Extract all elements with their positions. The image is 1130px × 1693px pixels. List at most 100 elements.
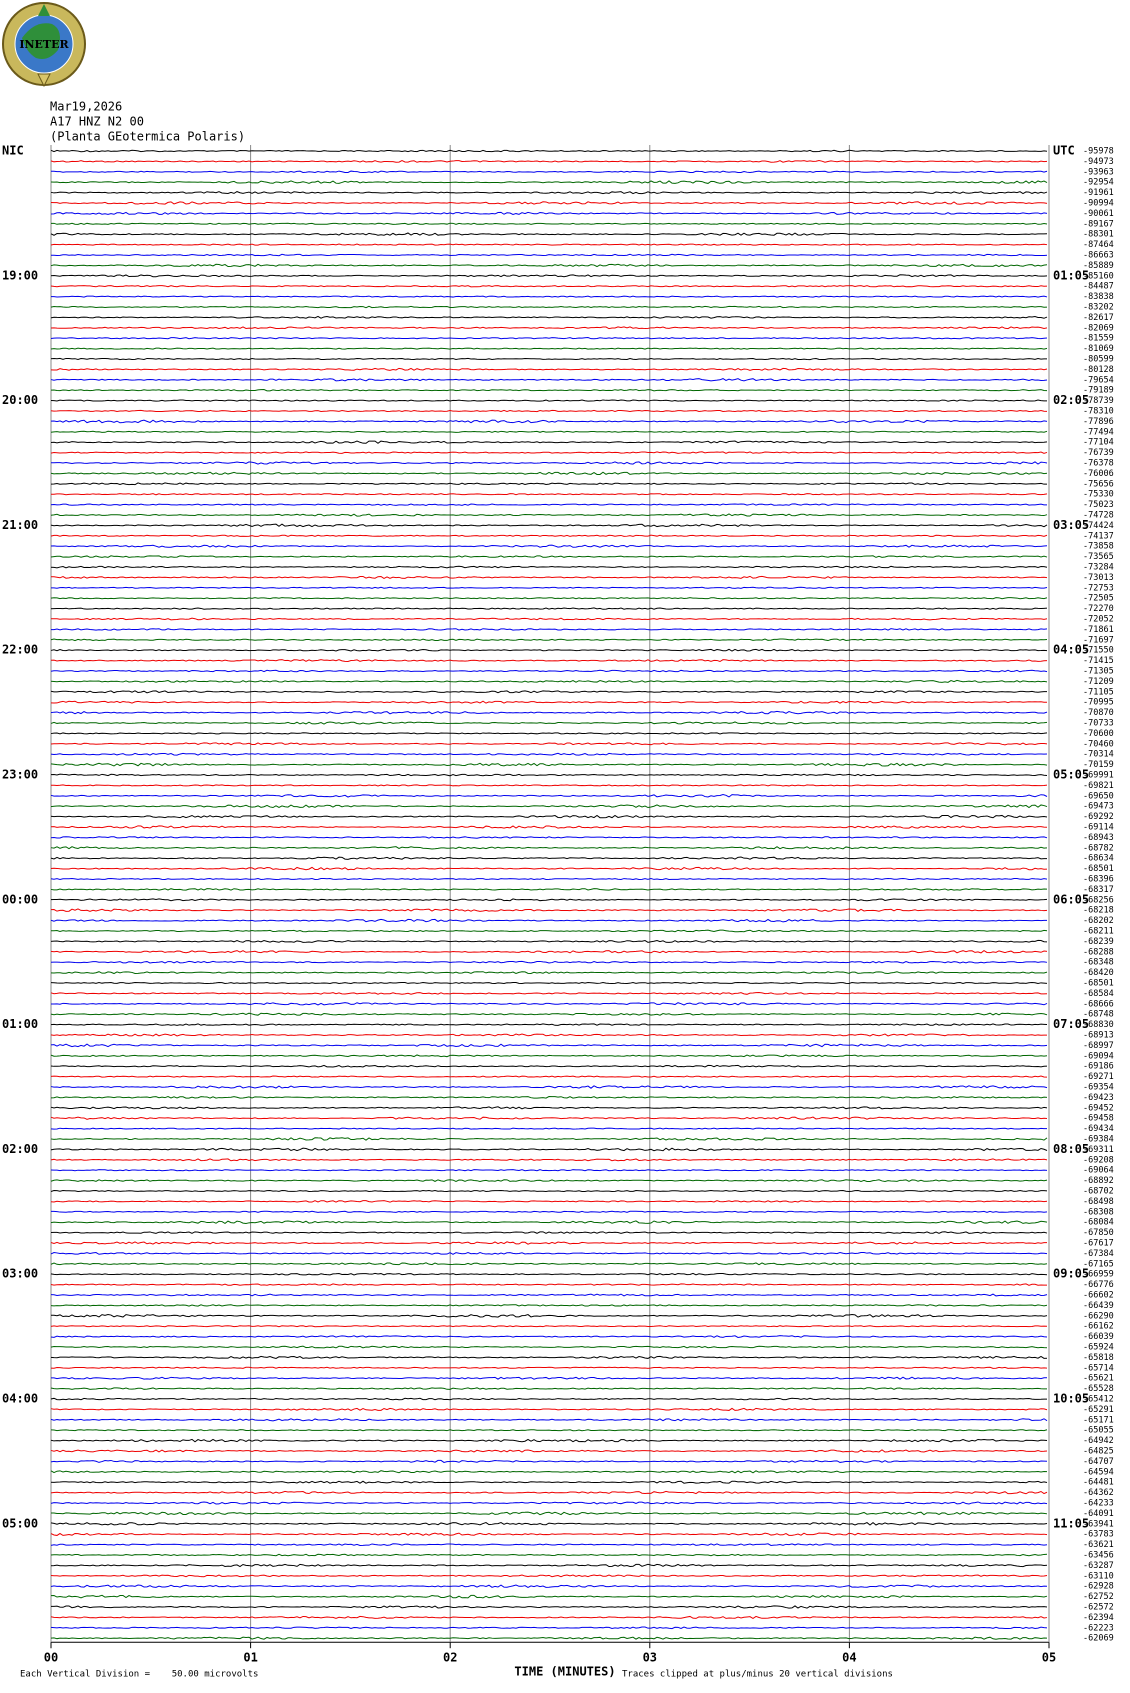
offset-label: -69064 — [1083, 1166, 1114, 1176]
offset-label: -71697 — [1083, 635, 1114, 645]
offset-label: -69991 — [1083, 771, 1114, 781]
offset-label: -68256 — [1083, 895, 1114, 905]
trace — [50, 180, 1048, 184]
offset-label: -68498 — [1083, 1197, 1114, 1207]
trace — [50, 1563, 1048, 1568]
x-tick-label: 00 — [44, 1651, 58, 1665]
trace — [50, 1521, 1048, 1526]
trace — [50, 710, 1048, 715]
trace — [50, 378, 1048, 382]
trace — [50, 1189, 1048, 1193]
local-time-label: 20:00 — [2, 393, 38, 407]
trace — [50, 607, 1048, 610]
trace — [50, 232, 1048, 236]
offset-label: -66776 — [1083, 1280, 1114, 1290]
offset-label: -77104 — [1083, 438, 1114, 448]
logo: INETER — [2, 2, 86, 88]
offset-label: -67617 — [1083, 1239, 1114, 1249]
offset-label: -66162 — [1083, 1322, 1114, 1332]
offset-label: -67165 — [1083, 1259, 1114, 1269]
trace — [50, 981, 1048, 985]
local-time-label: 02:00 — [2, 1142, 38, 1156]
offset-label: -69458 — [1083, 1114, 1114, 1124]
offset-label: -73858 — [1083, 542, 1114, 552]
offset-label: -72753 — [1083, 583, 1114, 593]
offset-label: -83202 — [1083, 303, 1114, 313]
offset-label: -90994 — [1083, 199, 1114, 209]
trace — [50, 1179, 1048, 1183]
offset-label: -88301 — [1083, 230, 1114, 240]
offset-label: -67384 — [1083, 1249, 1114, 1259]
trace — [50, 451, 1048, 454]
trace — [50, 1376, 1048, 1380]
trace — [50, 814, 1048, 819]
offset-label: -74424 — [1083, 521, 1114, 531]
trace — [50, 555, 1048, 558]
trace — [50, 1449, 1048, 1453]
trace — [50, 669, 1048, 673]
offset-label: -62928 — [1083, 1582, 1114, 1592]
trace — [50, 430, 1048, 433]
offset-label: -71105 — [1083, 687, 1114, 697]
trace — [50, 971, 1048, 975]
local-time-label: 00:00 — [2, 892, 38, 906]
offset-label: -70995 — [1083, 698, 1114, 708]
offset-label: -66959 — [1083, 1270, 1114, 1280]
offset-label: -69423 — [1083, 1093, 1114, 1103]
trace — [50, 784, 1048, 787]
offset-label: -68913 — [1083, 1031, 1114, 1041]
offset-label: -64825 — [1083, 1447, 1114, 1457]
trace — [50, 243, 1048, 246]
offset-label: -68892 — [1083, 1176, 1114, 1186]
offset-label: -87464 — [1083, 240, 1114, 250]
offset-label: -94973 — [1083, 157, 1114, 167]
trace — [50, 1438, 1048, 1443]
offset-label: -79654 — [1083, 375, 1114, 385]
trace — [50, 1594, 1048, 1599]
trace — [50, 1033, 1048, 1037]
utc-time-label: 02:05 — [1053, 393, 1089, 407]
trace — [50, 690, 1047, 694]
date: Mar19,2026 — [50, 100, 122, 114]
utc-time-label: 01:05 — [1053, 268, 1089, 282]
offset-label: -68997 — [1083, 1041, 1114, 1051]
offset-label: -68702 — [1083, 1187, 1114, 1197]
trace — [50, 1325, 1048, 1328]
offset-label: -89167 — [1083, 219, 1114, 229]
trace — [50, 1147, 1048, 1152]
trace — [50, 1387, 1047, 1390]
trace — [50, 1584, 1048, 1588]
trace — [50, 513, 1048, 517]
offset-label: -63456 — [1083, 1551, 1114, 1561]
offset-label: -70870 — [1083, 708, 1114, 718]
offset-label: -72270 — [1083, 604, 1114, 614]
offset-label: -75023 — [1083, 500, 1114, 510]
trace — [50, 762, 1048, 767]
offset-label: -65818 — [1083, 1353, 1114, 1363]
offset-label: -68782 — [1083, 843, 1114, 853]
offset-label: -63783 — [1083, 1530, 1114, 1540]
x-tick-label: 04 — [842, 1651, 856, 1665]
utc-time-label: 06:05 — [1053, 892, 1089, 906]
trace — [50, 856, 1048, 860]
trace — [50, 1626, 1048, 1630]
trace — [50, 960, 1048, 964]
trace — [50, 534, 1048, 537]
offset-label: -65412 — [1083, 1395, 1114, 1405]
offset-label: -70600 — [1083, 729, 1114, 739]
local-time-label: NIC — [2, 144, 24, 158]
local-time-label: 04:00 — [2, 1392, 38, 1406]
trace — [50, 1127, 1048, 1130]
offset-label: -69452 — [1083, 1103, 1114, 1113]
offset-label: -71305 — [1083, 667, 1114, 677]
offset-label: -68666 — [1083, 999, 1114, 1009]
offset-label: -72052 — [1083, 615, 1114, 625]
offset-label: -68584 — [1083, 989, 1114, 999]
trace — [50, 565, 1048, 569]
trace — [50, 992, 1048, 995]
trace — [50, 440, 1048, 444]
offset-label: -71415 — [1083, 656, 1114, 666]
local-time-label: 19:00 — [2, 268, 38, 282]
offset-label: -69114 — [1083, 823, 1114, 833]
x-axis-title: TIME (MINUTES) — [514, 1665, 615, 1679]
